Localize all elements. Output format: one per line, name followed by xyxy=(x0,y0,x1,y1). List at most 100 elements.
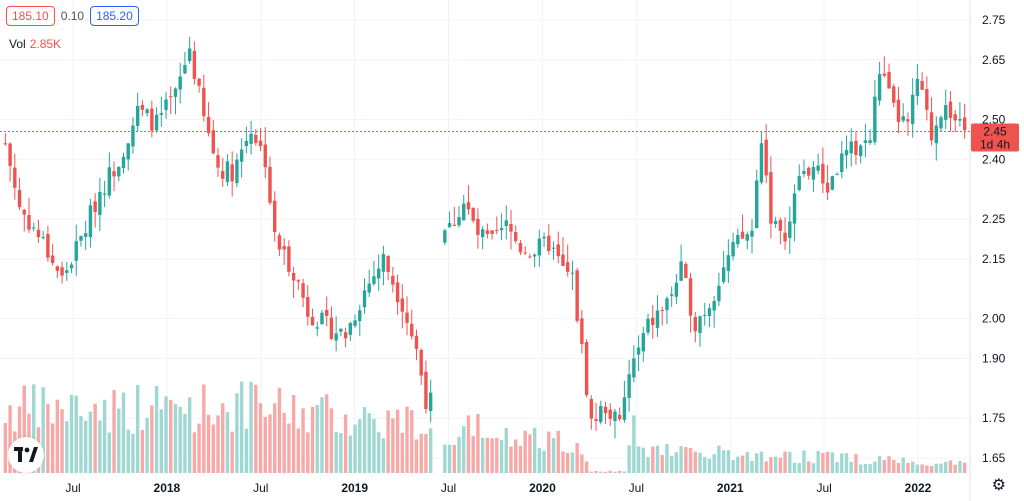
candle-body xyxy=(334,333,338,341)
candle-body xyxy=(910,94,915,124)
volume-bar xyxy=(504,428,508,473)
candle-body xyxy=(60,267,64,276)
candle-body xyxy=(882,73,887,76)
volume-bar xyxy=(863,463,868,473)
candle-body xyxy=(684,263,688,278)
candle-body xyxy=(858,145,863,157)
volume-bar xyxy=(684,447,688,473)
volume-bar xyxy=(944,461,948,473)
candle-body xyxy=(192,50,197,79)
candle-body xyxy=(929,112,934,141)
candle-body xyxy=(660,310,664,312)
volume-bar xyxy=(192,432,197,473)
volume-bar xyxy=(873,461,877,473)
candle-body xyxy=(306,297,310,317)
candle-body xyxy=(277,235,282,250)
last-price-tag[interactable]: 2.45 1d 4h xyxy=(971,123,1019,152)
volume-bar xyxy=(98,420,102,473)
candle-body xyxy=(291,272,296,281)
volume-bar xyxy=(145,417,149,473)
candle-body xyxy=(376,268,381,279)
volume-bar xyxy=(627,445,631,473)
volume-bar xyxy=(476,414,480,473)
candle-body xyxy=(263,144,267,168)
candle-body xyxy=(41,237,45,239)
y-tick-label: 2.25 xyxy=(982,212,1006,226)
volume-bar xyxy=(244,428,249,473)
candle-body xyxy=(88,205,93,238)
bid-price[interactable]: 185.10 xyxy=(6,6,55,26)
candle-body xyxy=(107,167,112,196)
candle-body xyxy=(816,165,820,171)
volume-value: 2.85K xyxy=(29,37,62,51)
volume-bar xyxy=(376,432,381,473)
candle-body xyxy=(457,216,461,226)
tradingview-logo-icon[interactable] xyxy=(8,437,44,473)
candle-body xyxy=(669,294,674,296)
candle-body xyxy=(712,300,716,311)
x-tick-label: 2019 xyxy=(341,481,368,495)
x-tick-label: Jul xyxy=(253,481,268,495)
spread-value: 0.10 xyxy=(60,9,85,23)
candle-body xyxy=(202,87,206,117)
volume-bar xyxy=(783,451,787,473)
volume-bar xyxy=(60,409,64,473)
y-tick-label: 2.65 xyxy=(982,53,1006,67)
candle-body xyxy=(731,242,735,257)
candle-body xyxy=(343,332,348,339)
candle-body xyxy=(395,282,400,303)
volume-bar xyxy=(518,445,523,473)
volume-bar xyxy=(41,387,45,473)
candle-body xyxy=(410,323,414,337)
volume-bar xyxy=(112,389,116,473)
volume-bar xyxy=(717,445,721,473)
candle-body xyxy=(646,318,650,333)
candle-body xyxy=(27,215,31,230)
volume-bar xyxy=(83,420,88,473)
volume-bar xyxy=(485,437,490,473)
volume-bar xyxy=(367,413,371,473)
volume-bar xyxy=(939,463,943,473)
volume-bar xyxy=(50,423,55,473)
y-tick-label: 2.00 xyxy=(982,312,1006,326)
volume-bar xyxy=(428,428,433,473)
volume-bar xyxy=(3,423,8,473)
volume-bar xyxy=(135,384,140,473)
candle-body xyxy=(617,414,622,420)
volume-bar xyxy=(844,453,849,473)
candle-body xyxy=(547,235,551,252)
candle-body xyxy=(580,318,584,344)
candle-body xyxy=(466,202,471,210)
candle-body xyxy=(868,140,872,144)
x-tick-label: Jul xyxy=(629,481,644,495)
volume-bar xyxy=(169,399,173,473)
volume-bar xyxy=(731,460,735,473)
candle-body xyxy=(556,244,560,257)
candle-body xyxy=(480,229,485,238)
candle-body xyxy=(632,358,636,378)
volume-bar xyxy=(216,415,220,473)
candle-body xyxy=(674,282,679,297)
candle-body xyxy=(736,234,740,245)
volume-bar xyxy=(665,443,669,473)
candle-body xyxy=(183,64,187,74)
candle-body xyxy=(320,312,324,325)
candle-body xyxy=(825,182,830,193)
y-tick-label: 1.75 xyxy=(982,411,1006,425)
volume-bar xyxy=(296,428,301,473)
gear-icon[interactable]: ⚙ xyxy=(991,477,1006,494)
candle-body xyxy=(608,409,612,419)
candle-body xyxy=(514,232,518,241)
candle-body xyxy=(934,125,938,144)
candle-body xyxy=(315,327,319,329)
ask-price[interactable]: 185.20 xyxy=(90,6,139,26)
volume-bar xyxy=(462,426,466,473)
volume-bar xyxy=(230,431,234,473)
volume-bar xyxy=(674,452,679,473)
volume-bar xyxy=(669,455,674,473)
candle-body xyxy=(414,335,419,349)
candle-body xyxy=(258,140,263,147)
volume-bar xyxy=(254,384,258,473)
volume-bar xyxy=(660,454,664,473)
